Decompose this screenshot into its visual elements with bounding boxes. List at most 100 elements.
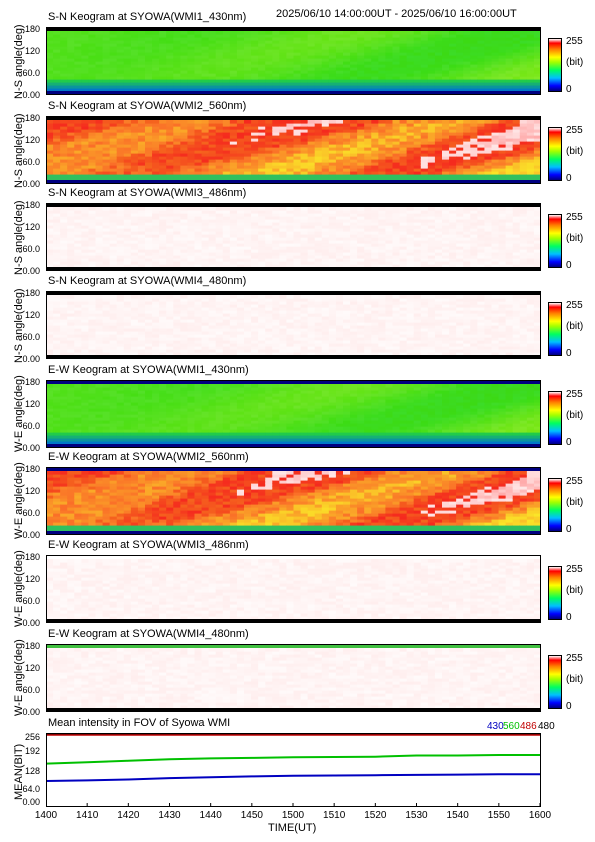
panel-ytick: 0.00: [22, 617, 40, 628]
panel-ytick: 120: [24, 662, 40, 673]
panel-ytick: 0.00: [22, 178, 40, 189]
x-tick-label: 1510: [323, 810, 346, 821]
panel-ytick: 180: [24, 552, 40, 562]
x-tick-label: 1410: [76, 810, 99, 821]
panel-title: E-W Keogram at SYOWA(WMI2_560nm): [48, 451, 249, 463]
colorbar-label-unit: (bit): [566, 57, 584, 68]
mean-ytick: 128: [24, 766, 40, 776]
panel-ytick: 180: [24, 377, 40, 387]
panel-ytick: 0.00: [22, 353, 40, 364]
legend-486: 486: [520, 721, 537, 732]
colorbar: [548, 127, 562, 181]
colorbar-label-unit: (bit): [566, 410, 584, 421]
legend-430: 430: [487, 721, 504, 732]
keogram-image: [46, 467, 541, 535]
colorbar-label-min: 0: [566, 173, 572, 184]
colorbar-label-max: 255: [566, 125, 583, 136]
colorbar-label-unit: (bit): [566, 321, 584, 332]
mean-ytick: 256: [24, 732, 40, 742]
panel-ytick: 60.0: [22, 67, 40, 78]
mean-intensity-plot: [46, 733, 541, 807]
colorbar-label-min: 0: [566, 437, 572, 448]
colorbar-label-unit: (bit): [566, 585, 584, 596]
x-tick-label: 1400: [34, 810, 58, 821]
mean-ytick: 192: [24, 746, 40, 756]
panel-ylabel: N-S angle(deg): [13, 288, 25, 363]
keogram-image: [46, 555, 541, 623]
panel-ytick: 120: [24, 309, 40, 320]
panel-title: S-N Keogram at SYOWA(WMI4_480nm): [48, 275, 247, 287]
keogram-image: [46, 27, 541, 95]
panel-ytick: 60.0: [22, 156, 40, 167]
panel-ytick: 120: [24, 45, 40, 56]
x-tick-label: 1450: [240, 810, 263, 821]
panel-ytick: 180: [24, 113, 40, 123]
keogram-image: [46, 644, 541, 712]
x-tick-label: 1540: [446, 810, 469, 821]
colorbar: [548, 214, 562, 268]
panel-ytick: 120: [24, 398, 40, 409]
panel-ytick: 180: [24, 464, 40, 474]
mean-title: Mean intensity in FOV of Syowa WMI: [48, 717, 231, 729]
panel-ytick: 0.00: [22, 265, 40, 276]
colorbar-label-max: 255: [566, 36, 583, 47]
panel-ytick: 0.00: [22, 706, 40, 717]
x-axis-label: TIME(UT): [268, 822, 317, 834]
keogram-image: [46, 380, 541, 448]
colorbar-label-max: 255: [566, 300, 583, 311]
colorbar: [548, 302, 562, 356]
x-tick-label: 1600: [528, 810, 552, 821]
panel-ytick: 180: [24, 288, 40, 298]
panel-ytick: 180: [24, 200, 40, 210]
panel-ytick: 120: [24, 134, 40, 145]
legend-480: 480: [538, 721, 555, 732]
panel-ytick: 120: [24, 573, 40, 584]
keogram-image: [46, 116, 541, 184]
panel-title: S-N Keogram at SYOWA(WMI3_486nm): [48, 187, 247, 199]
panel-title: E-W Keogram at SYOWA(WMI4_480nm): [48, 628, 249, 640]
colorbar: [548, 38, 562, 92]
x-tick-label: 1500: [281, 810, 305, 821]
colorbar-label-max: 255: [566, 564, 583, 575]
colorbar: [548, 566, 562, 620]
x-tick-label: 1530: [405, 810, 428, 821]
panel-ytick: 60.0: [22, 507, 40, 518]
x-tick-label: 1550: [487, 810, 510, 821]
colorbar-label-min: 0: [566, 348, 572, 359]
colorbar-label-unit: (bit): [566, 146, 584, 157]
colorbar-label-unit: (bit): [566, 674, 584, 685]
panel-title: S-N Keogram at SYOWA(WMI2_560nm): [48, 100, 247, 112]
panel-ytick: 60.0: [22, 420, 40, 431]
panel-title: E-W Keogram at SYOWA(WMI3_486nm): [48, 539, 249, 551]
colorbar-label-min: 0: [566, 84, 572, 95]
panel-ytick: 60.0: [22, 243, 40, 254]
series-line-560: [46, 754, 540, 765]
keogram-image: [46, 203, 541, 271]
colorbar-label-max: 255: [566, 389, 583, 400]
panel-ytick: 60.0: [22, 595, 40, 606]
plot-frame: [46, 733, 541, 807]
colorbar-label-min: 0: [566, 701, 572, 712]
colorbar-label-unit: (bit): [566, 233, 584, 244]
colorbar-label-max: 255: [566, 476, 583, 487]
panel-ylabel: N-S angle(deg): [13, 200, 25, 275]
x-tick-label: 1420: [117, 810, 140, 821]
colorbar-label-min: 0: [566, 612, 572, 623]
mean-ytick: 64.0: [22, 784, 40, 794]
panel-ytick: 120: [24, 221, 40, 232]
panel-ytick: 0.00: [22, 89, 40, 100]
series-line-430: [46, 773, 540, 782]
colorbar-label-min: 0: [566, 524, 572, 535]
x-tick-label: 1430: [158, 810, 181, 821]
colorbar: [548, 391, 562, 445]
panel-ytick: 180: [24, 641, 40, 651]
panel-ytick: 60.0: [22, 684, 40, 695]
panel-title: E-W Keogram at SYOWA(WMI1_430nm): [48, 364, 249, 376]
x-tick-label: 1520: [364, 810, 387, 821]
panel-ytick: 180: [24, 24, 40, 34]
x-tick-label: 1440: [199, 810, 222, 821]
colorbar-label-max: 255: [566, 653, 583, 664]
panel-ytick: 120: [24, 485, 40, 496]
colorbar: [548, 655, 562, 709]
colorbar-label-max: 255: [566, 212, 583, 223]
